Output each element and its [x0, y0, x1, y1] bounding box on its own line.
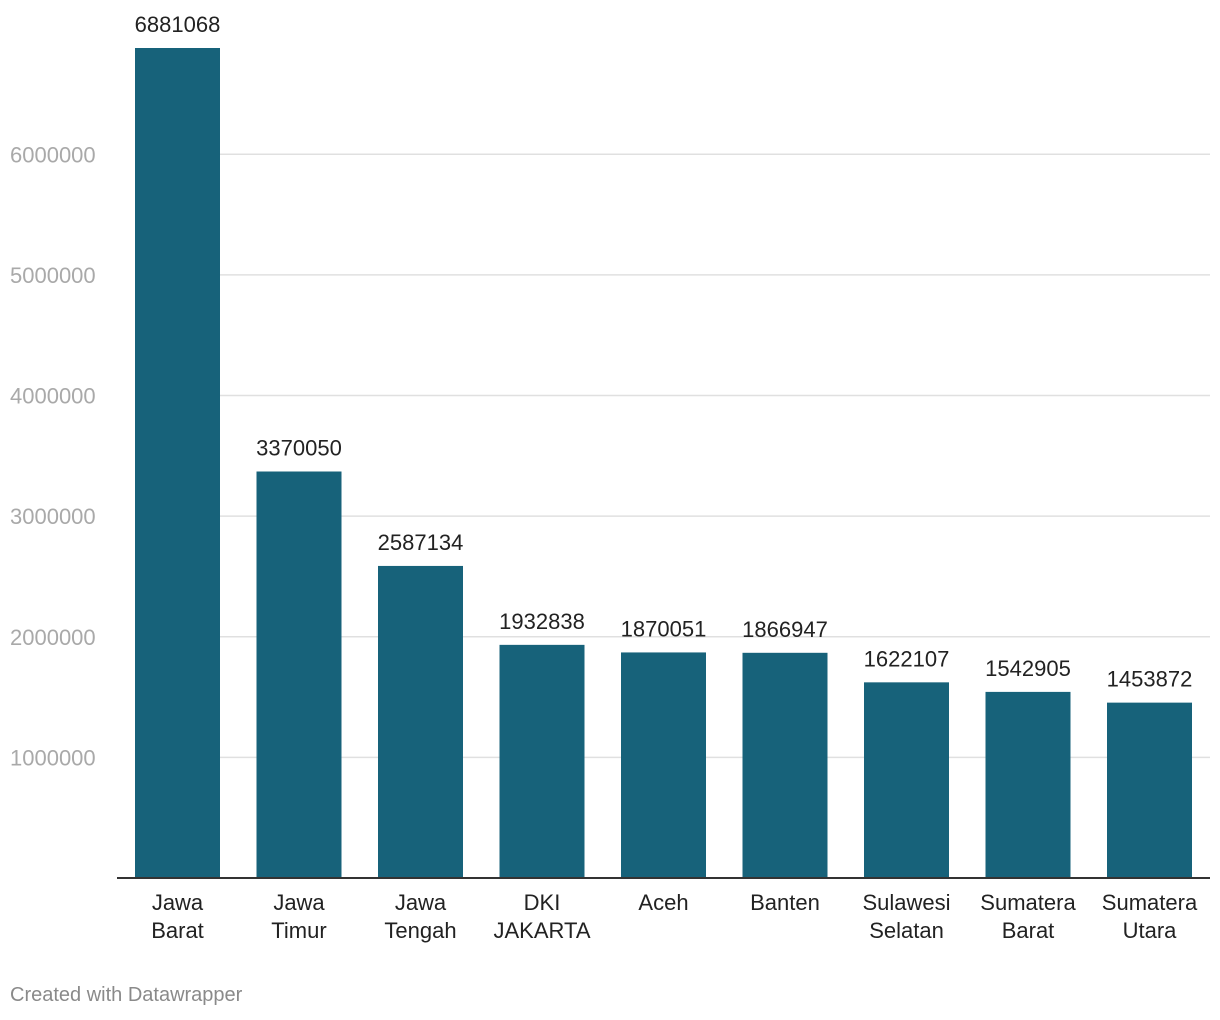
category-label-line: JAKARTA [494, 918, 591, 943]
bar [378, 565, 463, 878]
value-label: 1866947 [742, 617, 828, 642]
category-label: Sumatera Barat [980, 890, 1076, 943]
value-labels: 6881068 3370050 2587134 1932838 1870051 18669… [135, 12, 1193, 692]
footer-credit: Created with Datawrapper [10, 984, 243, 1006]
category-label-line: Barat [151, 918, 204, 943]
category-label-line: Aceh [638, 890, 688, 915]
category-label-line: Banten [750, 890, 820, 915]
value-label: 3370050 [256, 436, 342, 461]
bar [864, 682, 949, 878]
category-label: Jawa Barat [151, 890, 204, 943]
category-label: Banten [750, 890, 820, 915]
category-labels: Jawa Barat Jawa Timur Jawa Tengah DKI JAKARTA Ac… [151, 890, 1198, 943]
category-label: DKI JAKARTA [494, 890, 591, 943]
value-label: 2587134 [378, 530, 464, 555]
bar [499, 644, 585, 878]
category-label-line: Sulawesi [862, 890, 950, 915]
value-label: 1870051 [621, 616, 707, 641]
value-label: 1932838 [499, 609, 585, 634]
value-label: 1622107 [864, 646, 950, 671]
category-label: Jawa Tengah [384, 890, 456, 943]
y-tick-label: 4000000 [10, 384, 96, 409]
y-tick-label: 2000000 [10, 625, 96, 650]
category-label: Sumatera Utara [1102, 890, 1198, 943]
category-label: Aceh [638, 890, 688, 915]
y-tick-label: 1000000 [10, 745, 96, 770]
category-label-line: Jawa [395, 890, 447, 915]
category-label-line: Sumatera [980, 890, 1076, 915]
y-tick-label: 3000000 [10, 504, 96, 529]
y-tick-label: 5000000 [10, 263, 96, 288]
bar [742, 652, 828, 878]
bars [135, 48, 1192, 878]
value-label: 6881068 [135, 12, 221, 37]
bar [985, 691, 1071, 878]
bar [135, 48, 220, 878]
category-label-line: DKI [524, 890, 561, 915]
category-label-line: Timur [271, 918, 326, 943]
category-label-line: Jawa [273, 890, 325, 915]
category-label: Jawa Timur [271, 890, 326, 943]
category-label-line: Tengah [384, 918, 456, 943]
category-label-line: Sumatera [1102, 890, 1198, 915]
bar-chart: 1000000 2000000 3000000 4000000 5000000 60000… [10, 12, 1210, 943]
bar [256, 471, 342, 878]
value-label: 1542905 [985, 656, 1071, 681]
category-label-line: Jawa [152, 890, 204, 915]
category-label-line: Utara [1123, 918, 1178, 943]
value-label: 1453872 [1107, 667, 1193, 692]
bar [621, 652, 706, 878]
category-label: Sulawesi Selatan [862, 890, 950, 943]
gridlines: 1000000 2000000 3000000 4000000 5000000 60000… [10, 142, 1210, 770]
y-tick-label: 6000000 [10, 142, 96, 167]
category-label-line: Selatan [869, 918, 944, 943]
bar [1107, 702, 1192, 878]
category-label-line: Barat [1002, 918, 1055, 943]
